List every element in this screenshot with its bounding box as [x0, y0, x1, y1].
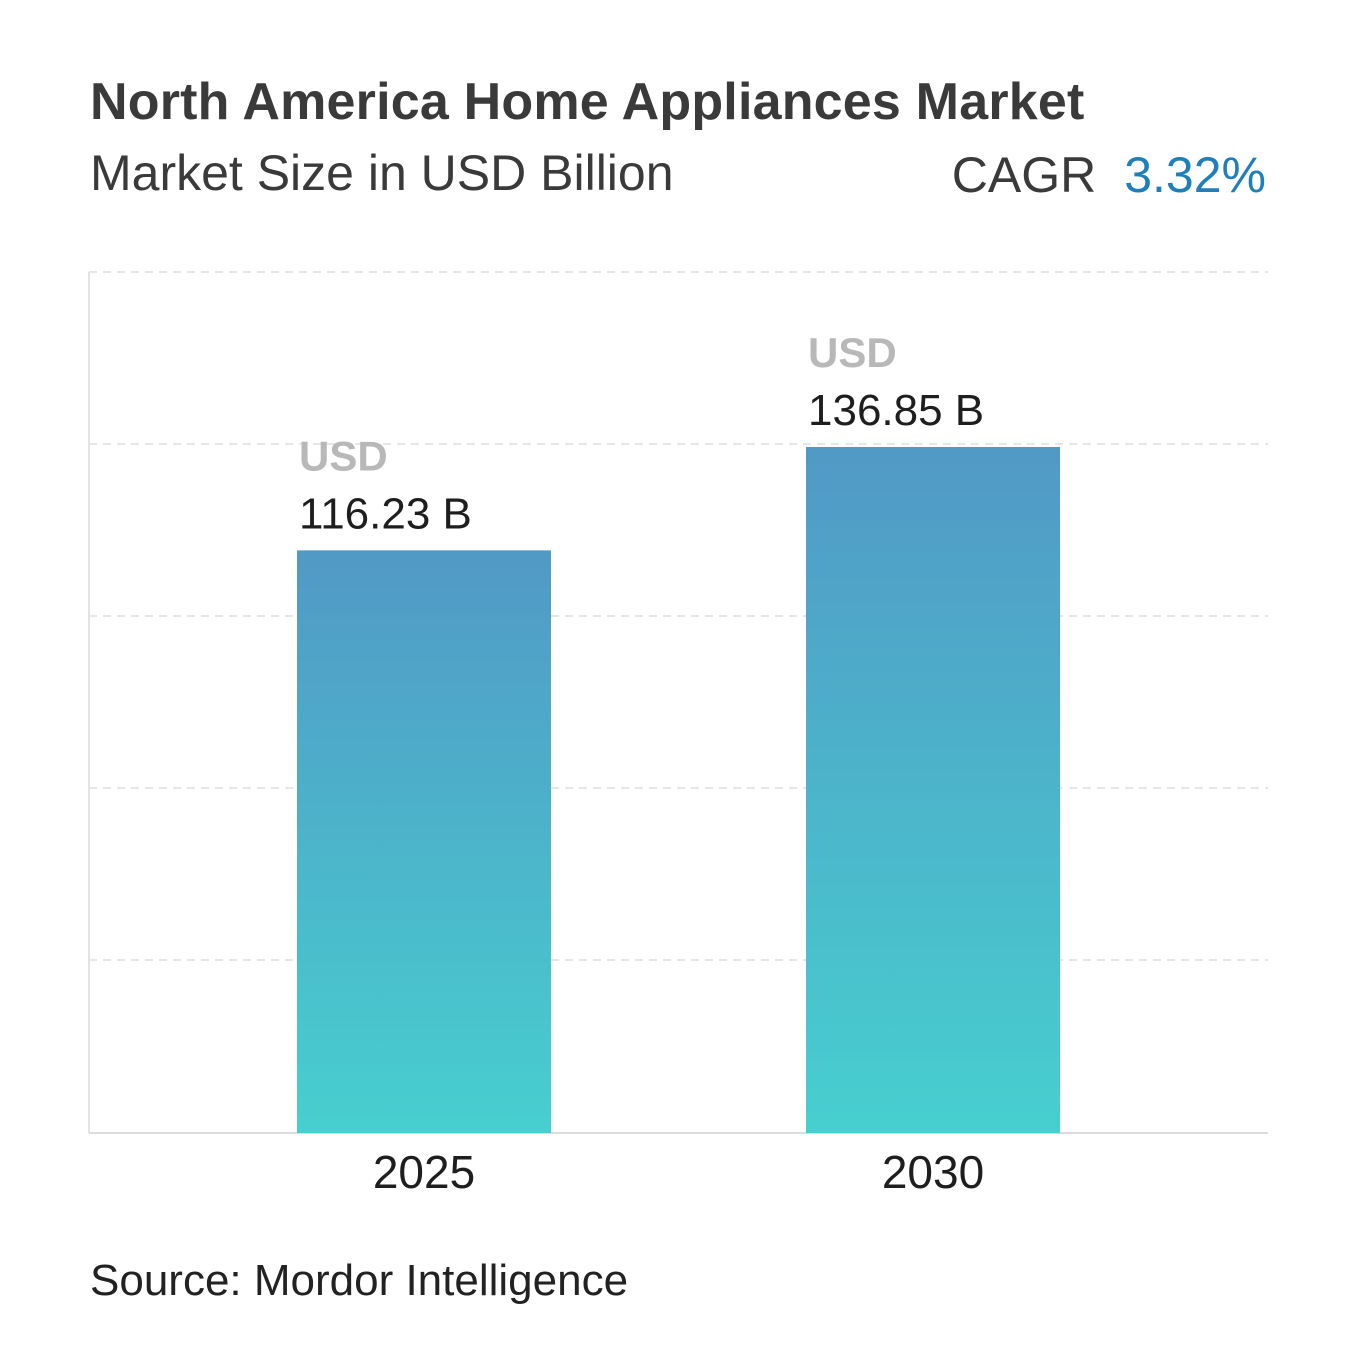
chart-subtitle: Market Size in USD Billion — [90, 145, 674, 201]
bar-labels: USD 116.23 B 2025 USD 136.85 B 2030 — [299, 329, 984, 1198]
bars — [297, 447, 1060, 1133]
value-prefix-label: USD — [299, 432, 388, 479]
x-tick-label: 2030 — [882, 1146, 984, 1198]
cagr-label: CAGR — [951, 147, 1097, 203]
cagr-value: 3.32% — [1124, 147, 1266, 203]
data-label: 136.85 B — [808, 386, 984, 435]
source-note: Source: Mordor Intelligence — [90, 1256, 629, 1305]
value-prefix-label: USD — [808, 329, 897, 376]
cagr-display: CAGR 3.32% — [952, 146, 1266, 204]
chart-title: North America Home Appliances Market — [90, 73, 1085, 131]
x-tick-label: 2025 — [373, 1146, 475, 1198]
gridlines — [89, 271, 1268, 961]
data-label: 116.23 B — [299, 489, 472, 538]
bar-2025 — [297, 550, 551, 1133]
bar-2030 — [806, 447, 1060, 1133]
